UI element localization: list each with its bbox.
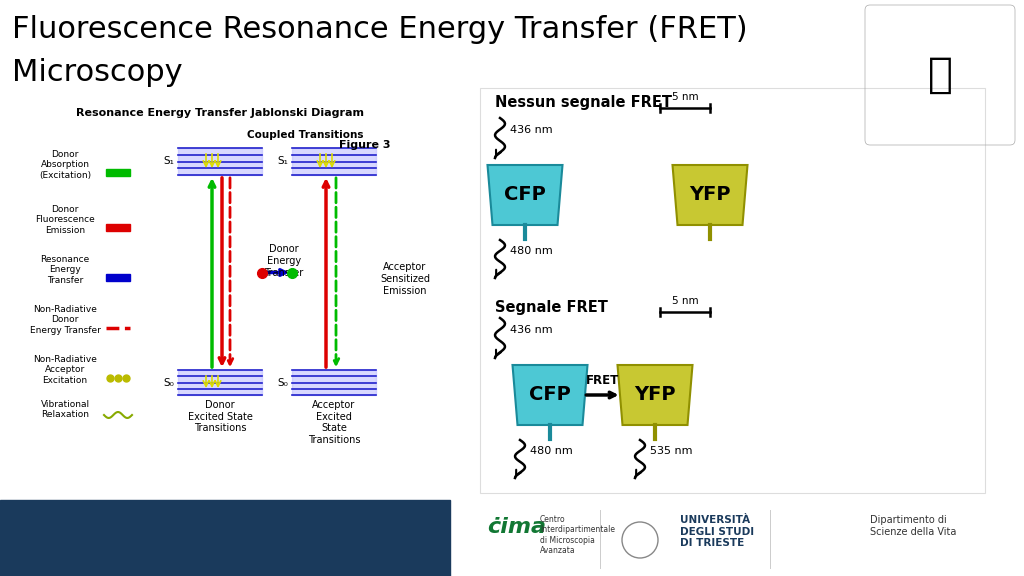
Bar bbox=[178, 370, 262, 395]
Text: 480 nm: 480 nm bbox=[510, 247, 553, 256]
Text: YFP: YFP bbox=[689, 185, 731, 204]
Polygon shape bbox=[673, 165, 748, 225]
Text: CFP: CFP bbox=[504, 185, 546, 204]
Text: 535 nm: 535 nm bbox=[650, 446, 692, 456]
Text: Centro
Interdipartimentale
di Microscopia
Avanzata: Centro Interdipartimentale di Microscopi… bbox=[540, 515, 615, 555]
Text: ċima: ċima bbox=[487, 517, 546, 537]
Text: Coupled Transitions: Coupled Transitions bbox=[247, 130, 364, 140]
Bar bbox=[292, 370, 376, 395]
Text: FRET: FRET bbox=[586, 374, 620, 387]
Text: CFP: CFP bbox=[529, 385, 570, 404]
Text: 🔬: 🔬 bbox=[928, 54, 952, 96]
Text: Microscopy: Microscopy bbox=[12, 58, 182, 87]
Text: Nessun segnale FRET: Nessun segnale FRET bbox=[495, 95, 672, 110]
Text: 5 nm: 5 nm bbox=[672, 296, 698, 306]
Text: Vibrational
Relaxation: Vibrational Relaxation bbox=[40, 400, 89, 419]
Bar bbox=[106, 169, 130, 176]
Text: 480 nm: 480 nm bbox=[530, 446, 572, 456]
Polygon shape bbox=[617, 365, 692, 425]
Text: Dipartimento di
Scienze della Vita: Dipartimento di Scienze della Vita bbox=[870, 515, 956, 537]
Text: S₀: S₀ bbox=[163, 377, 174, 388]
Polygon shape bbox=[512, 365, 588, 425]
Text: Donor
Fluorescence
Emission: Donor Fluorescence Emission bbox=[35, 205, 95, 235]
Text: YFP: YFP bbox=[634, 385, 676, 404]
Text: Donor
Excited State
Transitions: Donor Excited State Transitions bbox=[187, 400, 253, 433]
Polygon shape bbox=[487, 165, 562, 225]
Text: S₀: S₀ bbox=[278, 377, 288, 388]
Text: Fluorescence Resonance Energy Transfer (FRET): Fluorescence Resonance Energy Transfer (… bbox=[12, 15, 748, 44]
Text: Donor
Energy
Transfer: Donor Energy Transfer bbox=[264, 244, 303, 278]
Text: Acceptor
Sensitized
Emission: Acceptor Sensitized Emission bbox=[380, 263, 430, 295]
Text: Segnale FRET: Segnale FRET bbox=[495, 300, 608, 315]
Text: Donor
Absorption
(Excitation): Donor Absorption (Excitation) bbox=[39, 150, 91, 180]
Text: Non-Radiative
Donor
Energy Transfer: Non-Radiative Donor Energy Transfer bbox=[30, 305, 100, 335]
Bar bbox=[292, 148, 376, 175]
Text: Resonance
Energy
Transfer: Resonance Energy Transfer bbox=[40, 255, 90, 285]
Text: 436 nm: 436 nm bbox=[510, 125, 553, 135]
Text: Resonance Energy Transfer Jablonski Diagram: Resonance Energy Transfer Jablonski Diag… bbox=[76, 108, 364, 118]
Bar bbox=[106, 274, 130, 281]
Bar bbox=[106, 223, 130, 230]
Text: 5 nm: 5 nm bbox=[672, 92, 698, 102]
Bar bbox=[178, 148, 262, 175]
Text: UNIVERSITÀ
DEGLI STUDI
DI TRIESTE: UNIVERSITÀ DEGLI STUDI DI TRIESTE bbox=[680, 515, 754, 548]
Text: S₁: S₁ bbox=[163, 157, 174, 166]
Text: Figure 3: Figure 3 bbox=[339, 140, 391, 150]
Text: S₁: S₁ bbox=[278, 157, 288, 166]
Text: 436 nm: 436 nm bbox=[510, 325, 553, 335]
Text: Acceptor
Excited
State
Transitions: Acceptor Excited State Transitions bbox=[308, 400, 360, 445]
Bar bbox=[0, 500, 450, 576]
Text: Non-Radiative
Acceptor
Excitation: Non-Radiative Acceptor Excitation bbox=[33, 355, 97, 385]
